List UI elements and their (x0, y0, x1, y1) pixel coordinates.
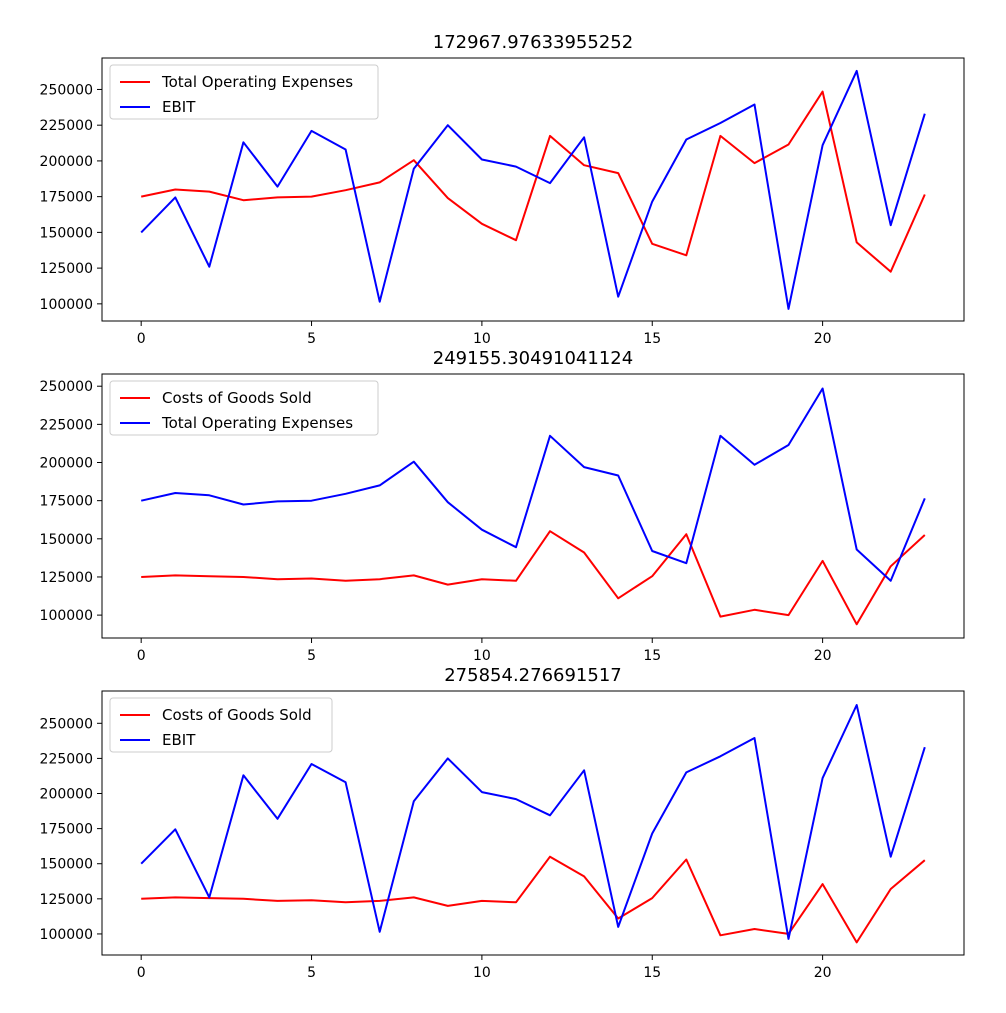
x-tick-label: 15 (643, 965, 661, 981)
axes-frame (101, 373, 965, 639)
legend-label: Total Operating Expenses (161, 73, 353, 91)
legend: Costs of Goods Sold Total Operating Expen… (109, 380, 379, 436)
y-tick-label: 225000 (40, 118, 93, 134)
series-line-1 (141, 530, 926, 626)
y-tick-label: 100000 (40, 297, 93, 313)
x-tick-label: 15 (643, 331, 661, 347)
series-line-1 (140, 90, 926, 273)
x-tick-label: 0 (137, 331, 146, 347)
y-tick-label: 125000 (40, 261, 93, 277)
series-line-2 (140, 704, 926, 940)
y-tick-label: 200000 (40, 154, 93, 170)
x-tick-label: 15 (643, 648, 661, 664)
axes-frame (101, 690, 965, 956)
y-tick-label: 175000 (40, 494, 93, 510)
series-line-2 (140, 387, 926, 582)
x-tick-label: 5 (307, 648, 316, 664)
x-tick-label: 10 (473, 648, 491, 664)
y-tick-label: 100000 (40, 608, 93, 624)
legend-label: EBIT (162, 98, 196, 116)
y-tick-label: 250000 (40, 82, 93, 98)
legend: Total Operating Expenses EBIT (109, 64, 379, 120)
y-tick-label: 150000 (40, 225, 93, 241)
series-line-1 (141, 855, 926, 944)
legend-box (109, 64, 379, 120)
chart-3: 275854.276691517 0 5 10 15 20 100000 125000 1500… (40, 665, 965, 981)
y-tick-label: 125000 (40, 570, 93, 586)
x-tick-label: 0 (137, 648, 146, 664)
x-tick-label: 5 (307, 965, 316, 981)
chart-title: 172967.97633955252 (433, 32, 633, 53)
y-tick-label: 150000 (40, 532, 93, 548)
chart-title: 275854.276691517 (444, 665, 622, 686)
chart-title: 249155.30491041124 (433, 348, 633, 369)
x-tick-label: 20 (814, 965, 832, 981)
y-tick-label: 225000 (40, 417, 93, 433)
y-tick-label: 200000 (40, 787, 93, 803)
axes-frame (101, 57, 965, 322)
legend-label: EBIT (162, 731, 196, 749)
y-tick-label: 100000 (40, 927, 93, 943)
series-line-2 (140, 69, 926, 310)
x-tick-label: 10 (473, 331, 491, 347)
x-tick-label: 20 (814, 648, 832, 664)
y-tick-label: 175000 (40, 822, 93, 838)
x-tick-label: 10 (473, 965, 491, 981)
y-tick-label: 250000 (40, 716, 93, 732)
legend-box (109, 697, 333, 753)
chart-2: 249155.30491041124 0 5 10 15 20 100000 125000 15… (40, 348, 965, 664)
legend: Costs of Goods Sold EBIT (109, 697, 333, 753)
y-tick-label: 125000 (40, 892, 93, 908)
y-tick-label: 225000 (40, 751, 93, 767)
y-tick-label: 200000 (40, 456, 93, 472)
x-tick-label: 5 (307, 331, 316, 347)
legend-label: Costs of Goods Sold (162, 389, 312, 407)
legend-label: Total Operating Expenses (161, 414, 353, 432)
y-tick-label: 250000 (40, 379, 93, 395)
x-tick-label: 0 (137, 965, 146, 981)
legend-box (109, 380, 379, 436)
x-tick-label: 20 (814, 331, 832, 347)
y-tick-label: 150000 (40, 857, 93, 873)
y-tick-label: 175000 (40, 190, 93, 206)
legend-label: Costs of Goods Sold (162, 706, 312, 724)
chart-1: 172967.97633955252 0 5 10 15 20 100000 125000 15… (40, 32, 965, 347)
